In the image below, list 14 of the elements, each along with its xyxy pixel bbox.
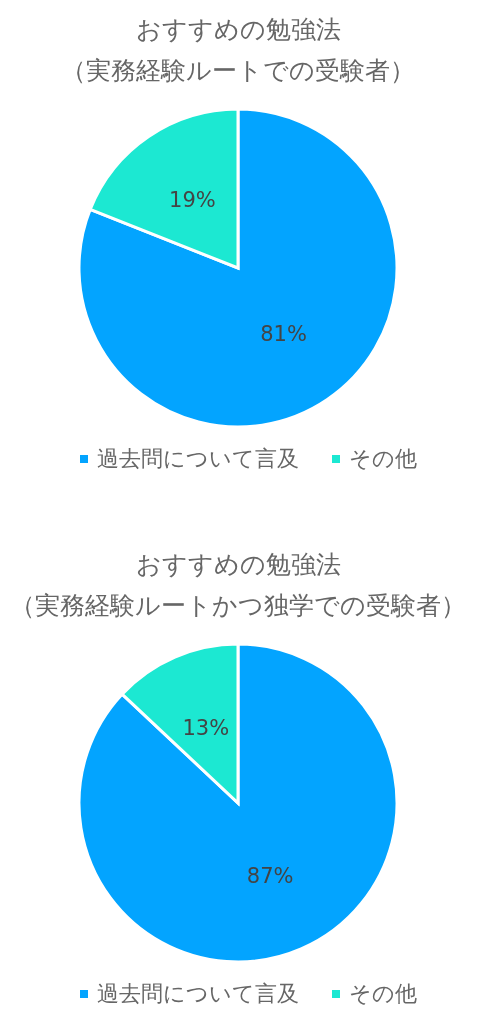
data-label: 13% bbox=[182, 715, 230, 740]
legend-label: 過去問について言及 bbox=[97, 981, 299, 1006]
pie-slice bbox=[77, 107, 399, 429]
legend-label: 過去問について言及 bbox=[97, 446, 299, 471]
chart-subtitle: （実務経験ルートかつ独学での受験者） bbox=[10, 591, 466, 620]
legend-label: その他 bbox=[349, 981, 417, 1006]
chart-title: おすすめの勉強法 bbox=[135, 550, 341, 579]
data-label: 87% bbox=[246, 864, 294, 889]
chart-subtitle: （実務経験ルートでの受験者） bbox=[61, 56, 415, 85]
data-label: 81% bbox=[260, 322, 307, 347]
data-label: 19% bbox=[169, 187, 216, 212]
pie-slice bbox=[77, 642, 399, 964]
legend-label: その他 bbox=[349, 446, 417, 471]
chart-title: おすすめの勉強法 bbox=[135, 15, 341, 44]
